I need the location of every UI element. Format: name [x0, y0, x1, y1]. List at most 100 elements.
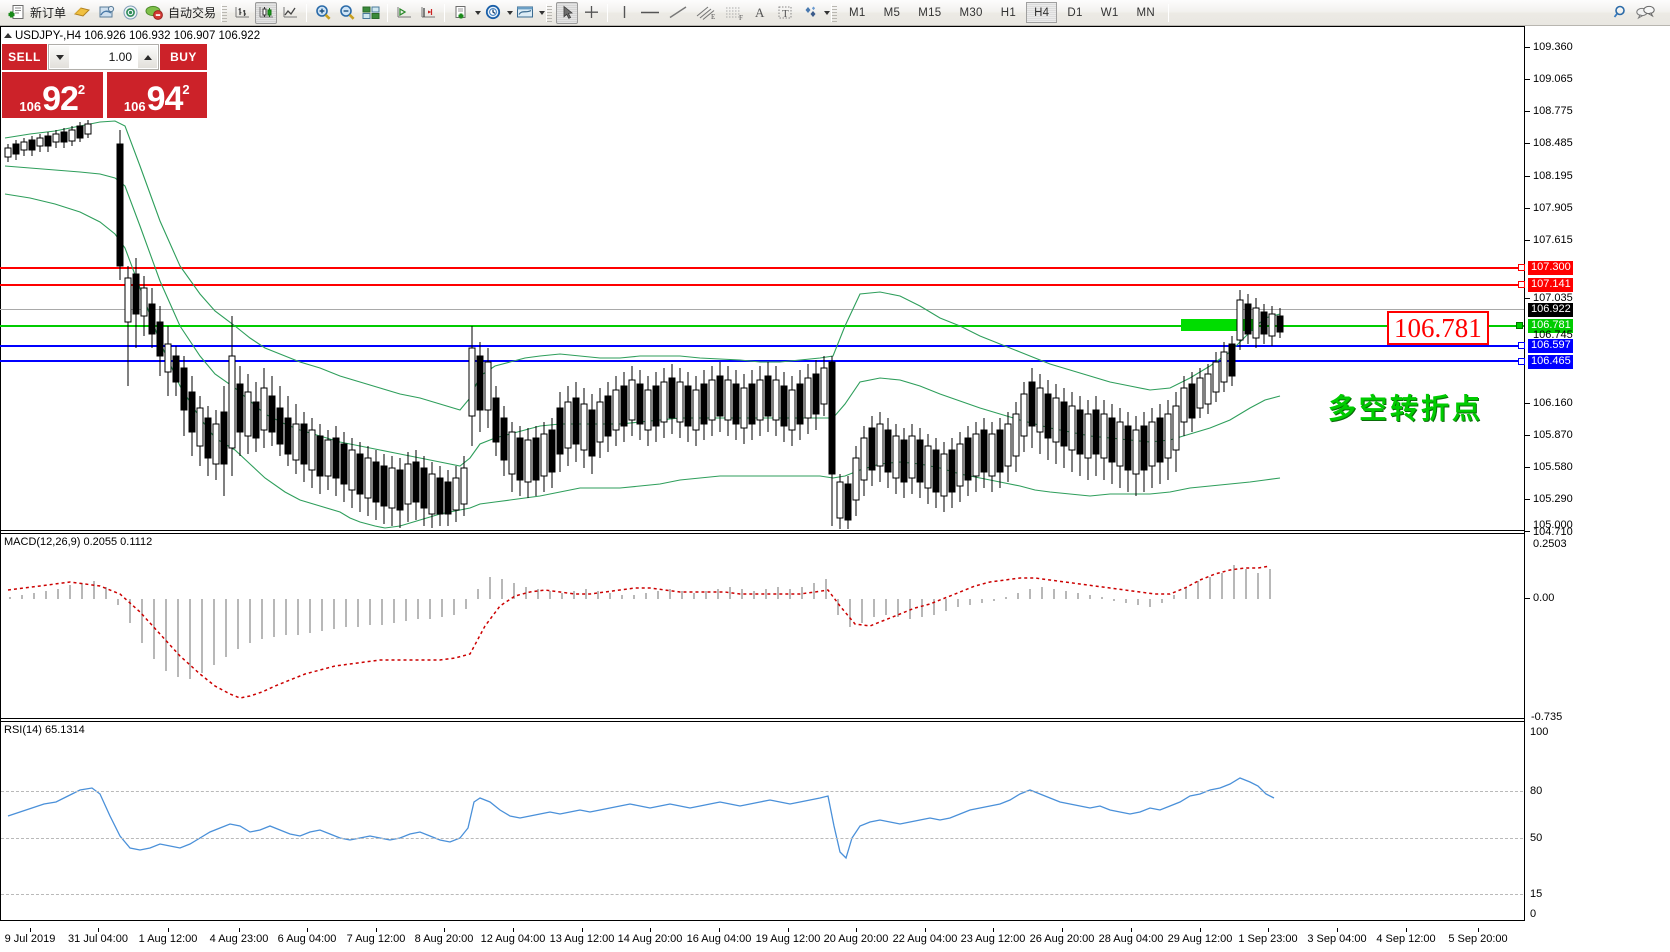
new-order-icon[interactable]: [5, 2, 27, 24]
hline-icon[interactable]: [637, 2, 663, 24]
text-icon[interactable]: A: [749, 2, 771, 24]
volume-stepper[interactable]: 1.00: [48, 44, 159, 70]
price-tick-105580: 105.580: [1533, 461, 1573, 473]
fibonacci-icon[interactable]: F: [721, 2, 747, 24]
zoom-in-icon[interactable]: [312, 2, 334, 24]
templates-icon[interactable]: [514, 2, 536, 24]
axis-tick: [1525, 111, 1530, 112]
autotrading-icon[interactable]: [143, 2, 165, 24]
price-tag-106781[interactable]: 106.781: [1528, 319, 1573, 333]
price-tag-handle-107300[interactable]: [1518, 264, 1525, 271]
tf-h4[interactable]: H4: [1026, 2, 1058, 23]
volume-input[interactable]: 1.00: [70, 45, 137, 69]
time-label-2: 1 Aug 12:00: [138, 933, 198, 945]
cursor-icon[interactable]: [556, 1, 579, 24]
zoom-out-icon[interactable]: [336, 2, 358, 24]
buy-button[interactable]: 106 94 2: [106, 72, 207, 118]
time-label-8: 13 Aug 12:00: [549, 933, 615, 945]
tf-m1[interactable]: M1: [849, 6, 866, 19]
chevron-down-icon[interactable]: [824, 10, 831, 15]
price-tag-107141[interactable]: 107.141: [1528, 278, 1573, 292]
annotation-anchor[interactable]: [1516, 322, 1523, 329]
label-icon[interactable]: T: [773, 2, 797, 24]
price-tag-current-106922: 106.922: [1528, 303, 1573, 317]
sell-label[interactable]: SELL: [2, 44, 47, 70]
time-tick: [856, 928, 857, 932]
tf-m30[interactable]: M30: [959, 6, 983, 19]
chart-canvas[interactable]: USDJPY-,H4 106.926 106.932 106.907 106.9…: [0, 26, 1670, 952]
axis-tick: [1525, 240, 1530, 241]
line-chart-icon[interactable]: [279, 2, 301, 24]
tf-mn[interactable]: MN: [1136, 6, 1156, 19]
macd-panel-top: [0, 533, 1525, 534]
shift-end-icon[interactable]: [393, 2, 415, 24]
price-tick-107035: 107.035: [1533, 292, 1573, 304]
tf-m5[interactable]: M5: [883, 6, 901, 19]
tf-d1[interactable]: D1: [1067, 6, 1083, 19]
search-icon[interactable]: [1610, 2, 1632, 24]
resistance-line-107141[interactable]: [0, 284, 1524, 286]
period-icon[interactable]: [482, 2, 504, 24]
price-tag-handle-107141[interactable]: [1518, 281, 1525, 288]
vline-icon[interactable]: [613, 2, 635, 24]
auto-scroll-icon[interactable]: [417, 2, 439, 24]
chevron-down-icon[interactable]: [507, 10, 514, 15]
toolbar-gripper[interactable]: [546, 3, 553, 22]
toolbar-gripper[interactable]: [221, 3, 228, 22]
one-click-trading-panel[interactable]: SELL 1.00 BUY 106 92 2 106 94 2: [2, 44, 207, 118]
sell-button[interactable]: 106 92 2: [2, 72, 103, 118]
macd-tick-max: 0.2503: [1533, 538, 1567, 550]
chevron-down-icon[interactable]: [539, 10, 546, 15]
price-tag-106597[interactable]: 106.597: [1528, 339, 1573, 353]
buy-price-big: 94: [146, 80, 184, 118]
chart-graphics: [4, 120, 1284, 860]
objects-icon[interactable]: [799, 2, 821, 24]
price-tick-109360: 109.360: [1533, 41, 1573, 53]
grid-icon[interactable]: [360, 2, 382, 24]
candlestick-icon[interactable]: [255, 1, 278, 24]
crosshair-icon[interactable]: [580, 2, 602, 24]
svg-text:F: F: [739, 14, 743, 21]
buy-label[interactable]: BUY: [160, 44, 207, 70]
price-tag-107300[interactable]: 107.300: [1528, 261, 1573, 275]
time-label-16: 28 Aug 04:00: [1098, 933, 1164, 945]
macd-label: MACD(12,26,9) 0.2055 0.1112: [4, 536, 153, 548]
price-tag-handle-106465[interactable]: [1518, 358, 1525, 365]
time-tick: [582, 928, 583, 932]
volume-increase-button[interactable]: [137, 45, 158, 69]
time-tick: [444, 928, 445, 932]
new-order-label[interactable]: 新订单: [30, 6, 67, 20]
support-line-106597[interactable]: [0, 345, 1524, 347]
navigator-icon[interactable]: [119, 2, 141, 24]
rsi-panel-bottom: [0, 920, 1525, 921]
bar-chart-icon[interactable]: [231, 2, 253, 24]
tf-w1[interactable]: W1: [1100, 6, 1119, 19]
oct-prices: 106 92 2 106 94 2: [2, 72, 207, 118]
trendline-icon[interactable]: [665, 2, 691, 24]
toolbar-gripper[interactable]: [831, 3, 838, 22]
resistance-line-107300[interactable]: [0, 267, 1524, 269]
time-label-19: 3 Sep 04:00: [1307, 933, 1367, 945]
volume-decrease-button[interactable]: [49, 45, 70, 69]
support-line-106465[interactable]: [0, 360, 1524, 362]
separator: [444, 3, 446, 22]
tf-h1[interactable]: H1: [1000, 6, 1017, 19]
tf-m15[interactable]: M15: [918, 6, 942, 19]
data-window-icon[interactable]: [95, 2, 117, 24]
pivot-line-106781[interactable]: [0, 325, 1524, 327]
indicators-icon[interactable]: [450, 2, 472, 24]
equidistant-icon[interactable]: E: [693, 2, 719, 24]
price-tag-106465[interactable]: 106.465: [1528, 355, 1573, 369]
chat-icon[interactable]: [1634, 2, 1657, 24]
chevron-down-icon[interactable]: [475, 10, 482, 15]
chinese-annotation[interactable]: 多空转折点: [1328, 392, 1484, 425]
macd-indicator: [7, 565, 1271, 699]
time-axis[interactable]: 9 Jul 2019 31 Jul 04:00 1 Aug 12:00 4 Au…: [0, 928, 1670, 952]
autotrading-label[interactable]: 自动交易: [168, 6, 217, 20]
price-tag-handle-106597[interactable]: [1518, 342, 1525, 349]
price-annotation-box[interactable]: 106.781: [1387, 311, 1489, 345]
metaeditor-icon[interactable]: [71, 2, 93, 24]
rsi-label: RSI(14) 65.1314: [4, 724, 85, 736]
time-tick: [1478, 928, 1479, 932]
collapse-icon[interactable]: [4, 33, 12, 38]
